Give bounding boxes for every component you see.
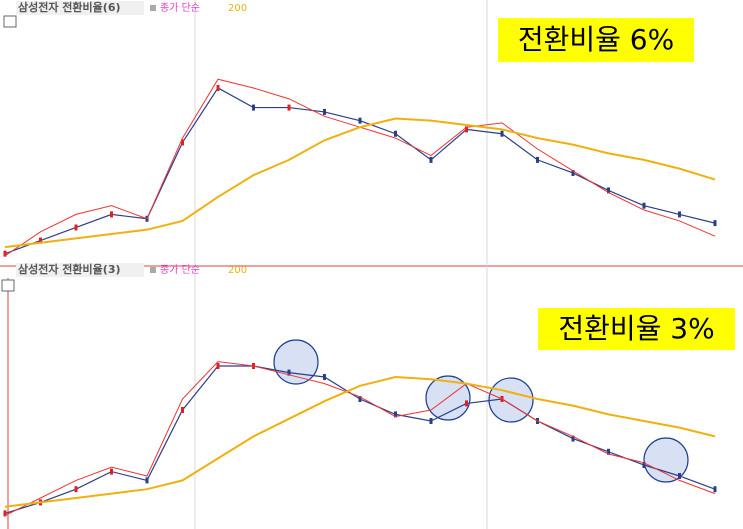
legend-swatch xyxy=(150,5,156,11)
candle xyxy=(678,211,681,218)
candle xyxy=(110,468,113,475)
candle xyxy=(287,104,291,111)
annotation-box xyxy=(538,308,735,350)
candle xyxy=(110,211,113,218)
candle xyxy=(3,510,7,517)
candle xyxy=(287,369,291,376)
candle xyxy=(394,130,397,137)
candle xyxy=(429,156,433,163)
legend-label: 종가 단순 xyxy=(160,264,200,276)
candle xyxy=(181,407,184,413)
panel-title: 삼성전자 전환비율(6) xyxy=(18,0,121,14)
candle xyxy=(3,250,7,257)
highlight-circle xyxy=(643,437,689,483)
highlight-circle xyxy=(273,339,319,385)
candle xyxy=(713,486,717,493)
candle xyxy=(323,374,326,380)
annotation-box xyxy=(498,18,694,62)
candle xyxy=(358,117,362,124)
candle xyxy=(713,220,717,227)
candle xyxy=(394,411,397,418)
candle xyxy=(642,462,646,468)
candle xyxy=(678,473,681,479)
highlight-circle xyxy=(425,375,471,421)
panel-title: 삼성전자 전환비율(3) xyxy=(18,262,121,276)
candle xyxy=(607,187,610,194)
candle xyxy=(642,202,646,209)
candle xyxy=(465,400,468,407)
legend-swatch xyxy=(150,267,156,273)
annotation: 전환비율 3% xyxy=(558,312,714,345)
candle xyxy=(500,130,504,137)
candle xyxy=(39,237,42,244)
candle xyxy=(216,84,220,91)
annotation: 전환비율 6% xyxy=(518,23,674,56)
candle xyxy=(252,104,255,111)
candle xyxy=(429,418,433,424)
moving-average-line xyxy=(4,375,716,508)
candle xyxy=(323,108,326,115)
candle xyxy=(607,448,610,455)
candle xyxy=(74,486,78,493)
zigzag-line xyxy=(4,361,716,517)
header-bg xyxy=(16,263,144,277)
panel-icon[interactable] xyxy=(1,279,15,292)
moving-average-line xyxy=(4,117,716,249)
panel-icon[interactable] xyxy=(3,15,17,28)
candle xyxy=(571,169,575,176)
candle xyxy=(74,224,78,231)
candle xyxy=(536,156,539,163)
candle xyxy=(145,477,149,484)
candle xyxy=(358,396,362,402)
header-bg xyxy=(16,1,144,15)
legend-period: 200 xyxy=(228,3,247,14)
candle xyxy=(571,435,575,442)
legend-period: 200 xyxy=(228,265,247,276)
legend-label: 종가 단순 xyxy=(160,2,200,14)
candle xyxy=(465,126,468,133)
candle xyxy=(181,139,184,146)
candle xyxy=(216,363,220,369)
